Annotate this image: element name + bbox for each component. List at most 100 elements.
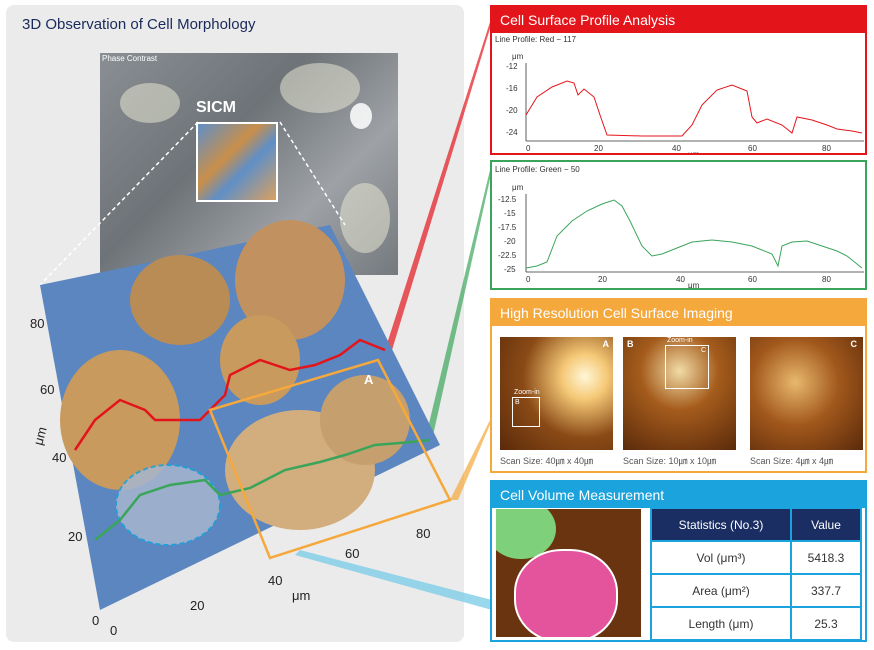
sicm-scan-region (196, 122, 278, 202)
panel-title-3d-observation: 3D Observation of Cell Morphology (22, 16, 256, 33)
table-header-cell: Value (790, 507, 862, 542)
profile-label-red: Line Profile: Red − 117 (495, 35, 577, 44)
zoom-in-label: Zoom-in (667, 337, 693, 344)
x-tick-label: 60 (345, 546, 359, 561)
y-axis-unit: μm (30, 425, 49, 447)
zoom-letter: B (515, 399, 520, 406)
y-tick: -25 (504, 265, 516, 274)
table-header-row: Statistics (No.3) Value (650, 507, 862, 542)
y-tick: -12.5 (498, 195, 517, 204)
table-row: Area (μm²) 337.7 (650, 573, 862, 608)
x-tick-label: 80 (416, 526, 430, 541)
scan-size-b: Scan Size: 10㎛ x 10㎛ (623, 456, 717, 466)
y-tick: -12 (506, 62, 518, 71)
x-tick: 20 (598, 275, 607, 284)
y-tick-label: 80 (30, 316, 44, 331)
x-tick: 0 (526, 275, 531, 284)
table-cell-value: 5418.3 (790, 540, 862, 575)
green-connector (425, 170, 492, 440)
cell-volume-panel: Cell Volume Measurement Statistics (No.3… (490, 480, 867, 642)
phase-contrast-label: Phase Contrast (102, 54, 158, 63)
x-tick-label: 0 (110, 623, 117, 638)
zoom-in-box: C (665, 345, 709, 389)
profile-label-green: Line Profile: Green − 50 (495, 165, 580, 174)
volume-height-map (496, 509, 641, 637)
x-tick: 0 (526, 144, 531, 153)
cell-surface-profile-panel: Cell Surface Profile Analysis Line Profi… (490, 5, 867, 155)
x-tick: 80 (822, 275, 831, 284)
cell-mound (130, 255, 230, 345)
cell-shape (340, 183, 390, 253)
region-a-label: A (364, 372, 374, 387)
x-tick: 40 (672, 144, 681, 153)
table-cell-value: 25.3 (790, 606, 862, 641)
y-tick-label: 60 (40, 382, 54, 397)
cell-shape (120, 83, 180, 123)
cell-shape (280, 63, 360, 113)
green-profile-plot: μm -12.5 -15 -17.5 -20 -22.5 -25 0 20 40… (498, 183, 864, 288)
red-profile-line (73, 338, 386, 451)
orange-connector (450, 420, 492, 500)
cell-mound (60, 350, 180, 490)
table-cell-value: 337.7 (790, 573, 862, 608)
red-profile-plot: μm -12 -16 -20 -24 0 20 40 60 80 μm (506, 52, 864, 153)
x-tick-label: 40 (268, 573, 282, 588)
image-letter: B (627, 339, 634, 349)
hr-image-a: A Zoom-in B (500, 337, 613, 450)
bright-cell (350, 103, 372, 129)
red-profile-curve (525, 80, 863, 137)
x-axis-unit: μm (292, 588, 310, 603)
green-profile-line (94, 438, 431, 541)
selected-cell (115, 464, 221, 546)
red-connector (385, 22, 492, 350)
x-tick: 40 (676, 275, 685, 284)
y-tick: -24 (506, 128, 518, 137)
projection-line (279, 121, 346, 226)
y-tick: -22.5 (498, 251, 517, 260)
projection-line (39, 121, 199, 286)
green-profile-panel: Line Profile: Green − 50 μm -12.5 -15 -1… (490, 160, 867, 290)
image-letter: C (850, 339, 858, 349)
table-cell-label: Vol (μm³) (650, 540, 792, 575)
region-a-box (208, 358, 452, 560)
zoom-in-box: B (512, 397, 540, 427)
x-tick: 60 (748, 275, 757, 284)
table-header-cell: Statistics (No.3) (650, 507, 792, 542)
y-tick: -17.5 (498, 223, 517, 232)
y-tick-label: 0 (92, 613, 99, 628)
table-cell-label: Area (μm²) (650, 573, 792, 608)
y-tick-label: 40 (52, 450, 66, 465)
y-tick: -20 (504, 237, 516, 246)
green-profile-curve (525, 199, 863, 269)
x-tick-label: 20 (190, 598, 204, 613)
y-tick: -16 (506, 84, 518, 93)
x-unit: μm (688, 281, 700, 288)
x-tick: 80 (822, 144, 831, 153)
y-unit: μm (512, 52, 524, 61)
panel-title-cell-volume: Cell Volume Measurement (492, 482, 865, 508)
table-cell-label: Length (μm) (650, 606, 792, 641)
y-tick: -15 (504, 209, 516, 218)
x-unit: μm (688, 150, 700, 153)
y-unit: μm (512, 183, 524, 192)
sicm-label: SICM (196, 99, 236, 116)
zoom-letter: C (700, 347, 706, 354)
cell-mound (320, 375, 410, 465)
zoom-in-label: Zoom-in (514, 389, 540, 396)
blue-connector (295, 550, 492, 610)
phase-contrast-image: Phase Contrast SICM (100, 53, 398, 275)
y-tick-label: 20 (68, 529, 82, 544)
cell-mound (235, 220, 345, 340)
pink-cell-region (514, 549, 618, 637)
scan-size-c: Scan Size: 4㎛ x 4㎛ (750, 456, 834, 466)
table-row: Vol (μm³) 5418.3 (650, 540, 862, 575)
statistics-table: Statistics (No.3) Value Vol (μm³) 5418.3… (650, 507, 862, 641)
x-tick: 20 (594, 144, 603, 153)
table-row: Length (μm) 25.3 (650, 606, 862, 641)
hr-image-b: B Zoom-in C (623, 337, 736, 450)
high-resolution-imaging-panel: High Resolution Cell Surface Imaging A Z… (490, 298, 867, 473)
hr-image-c: C (750, 337, 863, 450)
panel-title-high-resolution: High Resolution Cell Surface Imaging (492, 300, 865, 326)
y-tick: -20 (506, 106, 518, 115)
